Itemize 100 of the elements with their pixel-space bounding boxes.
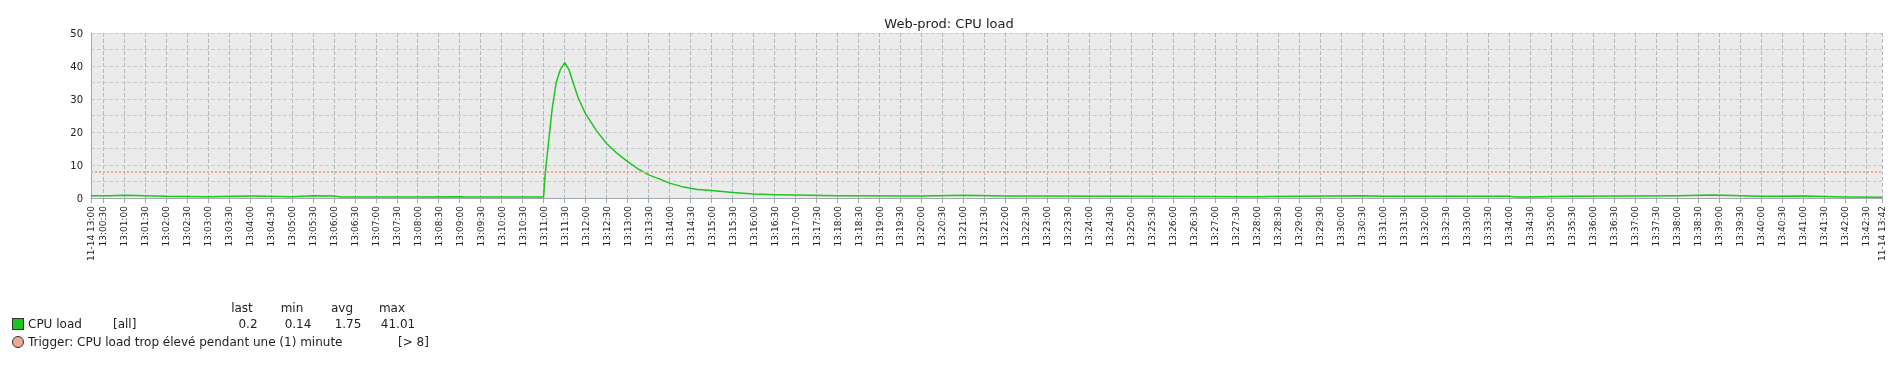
- x-tick-label: 13:02:30: [181, 205, 192, 247]
- x-tick-label: 13:12:00: [580, 205, 591, 247]
- x-tick-label: 13:33:00: [1462, 205, 1473, 247]
- x-tick-label: 13:40:00: [1756, 205, 1767, 247]
- x-tick-label: 13:13:30: [643, 205, 654, 247]
- x-tick-label: 13:39:00: [1714, 205, 1725, 247]
- text: max: [377, 300, 407, 316]
- x-tick-label: 13:41:00: [1797, 205, 1808, 247]
- x-tick-label: 13:24:30: [1105, 205, 1116, 247]
- x-tick-label: 13:07:30: [391, 205, 402, 247]
- x-tick-label: 13:29:00: [1294, 205, 1305, 247]
- x-tick-label: 13:01:00: [118, 205, 129, 247]
- x-tick-label: 13:28:00: [1252, 205, 1263, 247]
- x-tick-label: 13:07:00: [370, 205, 381, 247]
- y-tick-label: 0: [76, 192, 83, 204]
- x-tick-label: 13:14:30: [685, 205, 696, 247]
- x-tick-label: 13:01:30: [139, 205, 150, 247]
- x-tick-label: 13:03:00: [202, 205, 213, 247]
- x-tick-label: 13:15:30: [727, 205, 738, 247]
- x-tick-label: 13:28:30: [1273, 205, 1284, 247]
- y-tick-label: 50: [70, 27, 83, 39]
- x-tick-label: 13:35:00: [1546, 205, 1557, 247]
- x-tick-label: 13:16:30: [769, 205, 780, 247]
- x-tick-label: 13:11:30: [559, 205, 570, 247]
- text: [> 8]: [398, 334, 429, 350]
- x-tick-label: 11-14 13:42: [1877, 206, 1887, 261]
- x-tick-label: 13:42:00: [1839, 205, 1850, 247]
- x-tick-label: 13:04:30: [265, 205, 276, 247]
- x-tick-label: 13:17:00: [790, 205, 801, 247]
- x-tick-label: 13:09:00: [454, 205, 465, 247]
- y-tick-label: 20: [70, 126, 83, 138]
- y-tick-label: 30: [70, 93, 83, 105]
- x-tick-label: 13:09:30: [475, 205, 486, 247]
- x-tick-label: 13:29:30: [1315, 205, 1326, 247]
- x-tick-label: 13:22:30: [1021, 205, 1032, 247]
- x-tick-label: 13:00:30: [97, 205, 108, 247]
- x-tick-label: 13:12:30: [601, 205, 612, 247]
- x-tick-label: 13:02:00: [160, 205, 171, 247]
- x-tick-label: 13:31:30: [1399, 205, 1410, 247]
- x-tick-label: 13:10:30: [517, 205, 528, 247]
- x-tick-label: 13:27:30: [1231, 205, 1242, 247]
- x-tick-label: 13:38:30: [1693, 205, 1704, 247]
- x-tick-label: 13:40:30: [1777, 205, 1788, 247]
- text: 0.2: [237, 316, 259, 332]
- x-tick-label: 13:17:30: [811, 205, 822, 247]
- x-tick-label: 13:32:00: [1420, 205, 1431, 247]
- text: 41.01: [379, 316, 417, 332]
- text: 1.75: [333, 316, 363, 332]
- x-tick-label: 13:08:00: [412, 205, 423, 247]
- x-tick-label: 13:19:00: [874, 205, 885, 247]
- x-tick-label: 13:23:30: [1063, 205, 1074, 247]
- x-tick-label: 13:25:30: [1147, 205, 1158, 247]
- x-tick-label: 13:05:00: [286, 205, 297, 247]
- x-tick-label: 13:06:00: [328, 205, 339, 247]
- legend-label: CPU load: [28, 316, 83, 332]
- text: min: [279, 300, 305, 316]
- x-tick-label: 13:11:00: [538, 205, 549, 247]
- x-tick-label: 13:04:00: [244, 205, 255, 247]
- x-tick-label: 13:30:00: [1336, 205, 1347, 247]
- x-tick-label: 13:24:00: [1084, 205, 1095, 247]
- x-tick-label: 13:22:00: [1000, 205, 1011, 247]
- x-tick-label: 13:37:00: [1630, 205, 1641, 247]
- x-tick-label: 13:34:00: [1504, 205, 1515, 247]
- x-tick-label: 13:16:00: [748, 205, 759, 247]
- x-tick-label: 13:21:30: [979, 205, 990, 247]
- x-tick-label: 13:37:30: [1651, 205, 1662, 247]
- text: 0.14: [283, 316, 313, 332]
- x-tick-label: 13:19:30: [895, 205, 906, 247]
- x-tick-label: 13:06:30: [349, 205, 360, 247]
- text: avg: [329, 300, 355, 316]
- x-tick-label: 13:32:30: [1441, 205, 1452, 247]
- x-tick-label: 13:26:00: [1168, 205, 1179, 247]
- x-tick-label: 13:36:00: [1588, 205, 1599, 247]
- x-tick-label: 13:21:00: [958, 205, 969, 247]
- x-tick-label: 13:03:30: [223, 205, 234, 247]
- x-tick-label: 13:23:00: [1042, 205, 1053, 247]
- text: last: [230, 300, 254, 316]
- x-tick-label: 13:14:00: [664, 205, 675, 247]
- x-tick-label: 13:08:30: [433, 205, 444, 247]
- x-tick-label: 13:35:30: [1567, 205, 1578, 247]
- x-tick-label: 13:39:30: [1735, 205, 1746, 247]
- x-tick-label: 13:13:00: [622, 205, 633, 247]
- x-tick-label: 13:20:30: [937, 205, 948, 247]
- x-tick-label: 13:31:00: [1378, 205, 1389, 247]
- x-tick-label: 13:18:30: [853, 205, 864, 247]
- x-tick-label: 13:05:30: [307, 205, 318, 247]
- x-tick-label: 13:33:30: [1483, 205, 1494, 247]
- text: [all]: [113, 316, 138, 332]
- x-tick-label: 13:34:30: [1525, 205, 1536, 247]
- legend-label: Trigger: CPU load trop élevé pendant une (1) minute: [28, 334, 344, 350]
- chart-title: Web-prod: CPU load: [884, 16, 1014, 31]
- x-tick-label: 13:20:00: [916, 205, 927, 247]
- y-tick-label: 40: [70, 60, 83, 72]
- x-tick-label: 11-14 13:00: [86, 205, 96, 261]
- x-tick-label: 13:42:30: [1860, 205, 1871, 247]
- x-tick-label: 13:38:00: [1672, 205, 1683, 247]
- x-tick-label: 13:30:30: [1357, 205, 1368, 247]
- x-tick-label: 13:25:00: [1126, 205, 1137, 247]
- x-tick-label: 13:10:00: [496, 205, 507, 247]
- x-tick-label: 13:15:00: [706, 205, 717, 247]
